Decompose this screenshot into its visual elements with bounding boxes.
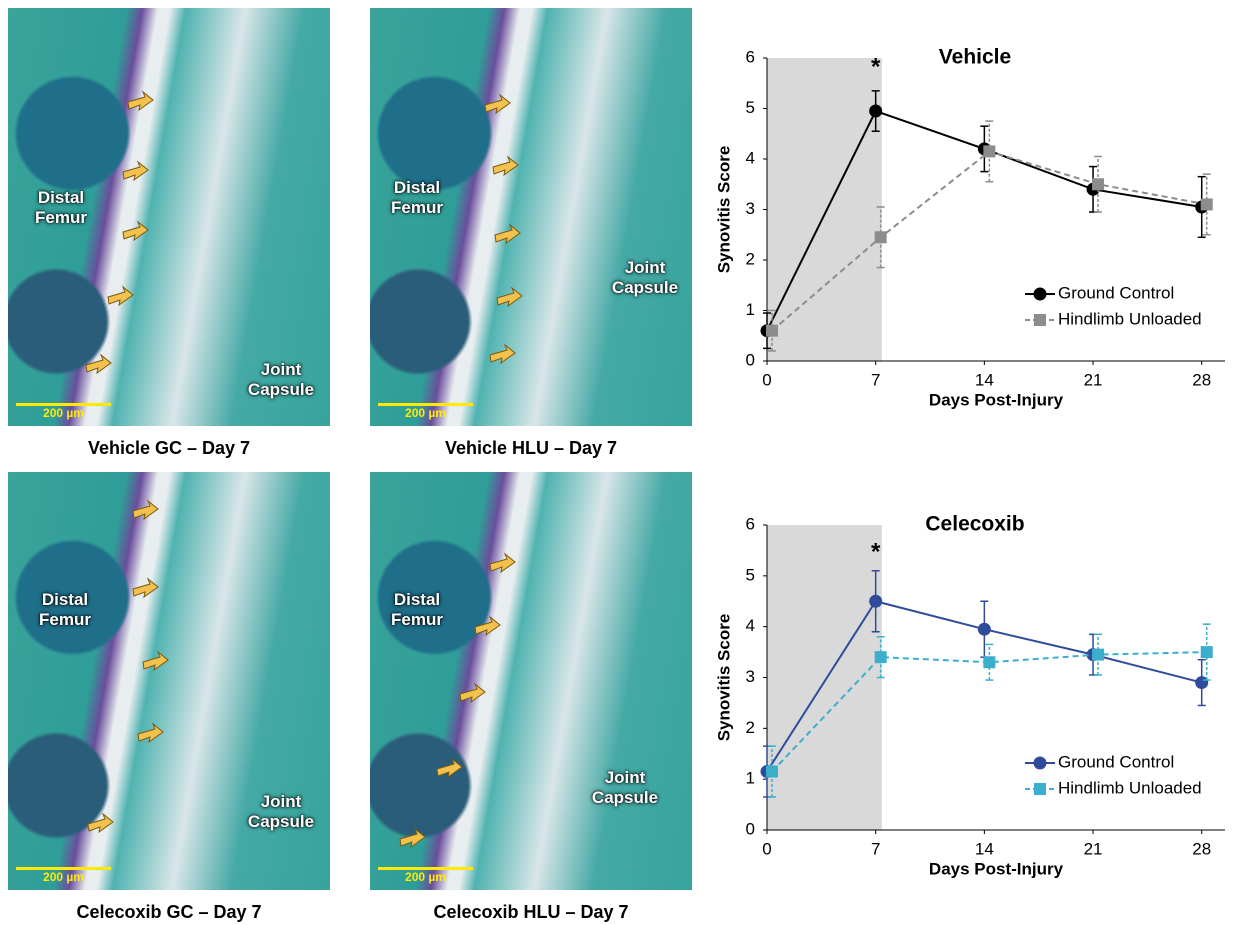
scale-bar: 200 µm: [378, 867, 473, 884]
arrows: [370, 472, 692, 890]
histology-image: Distal Femur Joint Capsule 200 µm: [8, 472, 330, 890]
caption: Celecoxib GC – Day 7: [8, 902, 330, 923]
arrow: [86, 355, 111, 373]
arrow: [475, 617, 500, 635]
arrow: [485, 95, 510, 113]
legend-marker: [1034, 757, 1047, 770]
legend-marker: [1034, 314, 1046, 326]
y-tick-label: 2: [746, 249, 755, 268]
legend-label: Hindlimb Unloaded: [1058, 309, 1202, 328]
tissue-label: Joint Capsule: [580, 768, 670, 808]
histology-image: Distal Femur Joint Capsule 200 µm: [370, 8, 692, 426]
marker: [1092, 178, 1104, 190]
marker: [875, 231, 887, 243]
y-tick-label: 6: [746, 514, 755, 533]
annotation: *: [871, 538, 881, 565]
arrow: [490, 345, 515, 363]
tissue-label: Distal Femur: [372, 590, 462, 630]
arrow: [128, 92, 153, 110]
marker: [1201, 646, 1213, 658]
x-tick-label: 28: [1192, 839, 1211, 858]
legend-marker: [1034, 783, 1046, 795]
x-tick-label: 0: [762, 370, 771, 389]
scale-bar: 200 µm: [16, 403, 111, 420]
caption: Celecoxib HLU – Day 7: [370, 902, 692, 923]
y-tick-label: 4: [746, 148, 755, 167]
x-tick-label: 7: [871, 370, 880, 389]
y-tick-label: 3: [746, 199, 755, 218]
chart-title: Vehicle: [939, 46, 1011, 69]
figure: {"panels": [ {"caption": "Vehicle GC – D…: [0, 0, 1240, 925]
marker: [869, 595, 882, 608]
arrow: [123, 222, 148, 240]
x-tick-label: 14: [975, 839, 994, 858]
y-axis-label: Synovitis Score: [714, 614, 733, 742]
marker: [978, 623, 991, 636]
tissue-label: Distal Femur: [372, 178, 462, 218]
scale-bar: 200 µm: [16, 867, 111, 884]
arrow: [123, 162, 148, 180]
arrow: [108, 287, 133, 305]
x-axis-label: Days Post-Injury: [929, 390, 1064, 409]
marker: [766, 325, 778, 337]
y-tick-label: 1: [746, 769, 755, 788]
legend-label: Hindlimb Unloaded: [1058, 778, 1202, 797]
y-tick-label: 5: [746, 98, 755, 117]
arrow: [88, 814, 113, 832]
x-axis-label: Days Post-Injury: [929, 859, 1064, 878]
y-axis-label: Synovitis Score: [714, 146, 733, 274]
x-tick-label: 7: [871, 839, 880, 858]
y-tick-label: 1: [746, 300, 755, 319]
marker: [1201, 198, 1213, 210]
y-tick-label: 4: [746, 616, 755, 635]
x-tick-label: 21: [1084, 370, 1103, 389]
arrow: [133, 579, 158, 597]
y-tick-label: 0: [746, 350, 755, 369]
legend-marker: [1034, 288, 1047, 301]
tissue-label: Joint Capsule: [236, 360, 326, 400]
marker: [875, 651, 887, 663]
tissue-label: Joint Capsule: [600, 258, 690, 298]
marker: [766, 766, 778, 778]
arrow: [493, 157, 518, 175]
y-tick-label: 0: [746, 819, 755, 838]
arrow: [490, 554, 515, 572]
histology-image: Distal Femur Joint Capsule 200 µm: [8, 8, 330, 426]
marker: [983, 145, 995, 157]
marker: [869, 105, 882, 118]
arrow: [133, 501, 158, 519]
scale-bar: 200 µm: [378, 403, 473, 420]
y-tick-label: 2: [746, 718, 755, 737]
x-tick-label: 28: [1192, 370, 1211, 389]
annotation: *: [871, 53, 881, 80]
x-tick-label: 0: [762, 839, 771, 858]
arrow: [460, 684, 485, 702]
y-tick-label: 6: [746, 47, 755, 66]
arrow: [495, 225, 520, 243]
shaded-region: [767, 58, 882, 361]
shaded-region: [767, 525, 882, 830]
arrow: [437, 759, 462, 777]
histology-image: Distal Femur Joint Capsule 200 µm: [370, 472, 692, 890]
arrow: [400, 829, 425, 847]
chart-title: Celecoxib: [925, 513, 1024, 536]
x-tick-label: 14: [975, 370, 994, 389]
y-tick-label: 5: [746, 565, 755, 584]
caption: Vehicle GC – Day 7: [8, 438, 330, 459]
arrow: [138, 724, 163, 742]
x-tick-label: 21: [1084, 839, 1103, 858]
marker: [983, 656, 995, 668]
caption: Vehicle HLU – Day 7: [370, 438, 692, 459]
tissue-label: Distal Femur: [16, 188, 106, 228]
legend-label: Ground Control: [1058, 752, 1174, 771]
arrow: [497, 288, 522, 306]
y-tick-label: 3: [746, 667, 755, 686]
arrow: [143, 652, 168, 670]
tissue-label: Distal Femur: [20, 590, 110, 630]
legend-label: Ground Control: [1058, 283, 1174, 302]
tissue-label: Joint Capsule: [236, 792, 326, 832]
marker: [1092, 649, 1104, 661]
